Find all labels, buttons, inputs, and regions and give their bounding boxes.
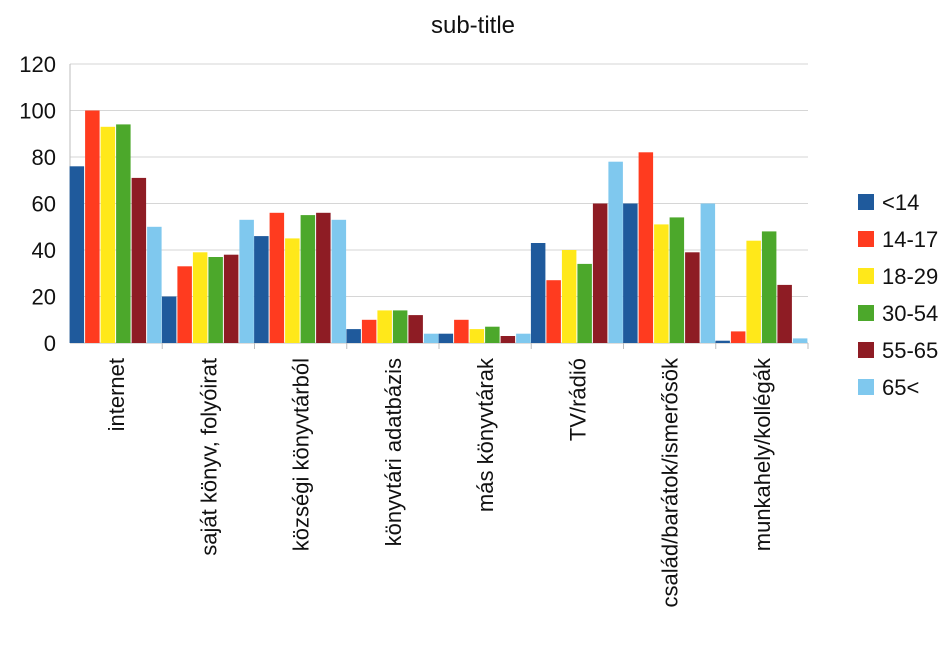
bar-1-4 (116, 124, 131, 344)
y-tick-label: 40 (32, 238, 56, 263)
chart-title: sub-title (430, 12, 516, 39)
legend-label: 14-17 (882, 227, 938, 252)
x-category-label: TV/rádió (565, 358, 590, 441)
bar-7-4 (669, 217, 685, 343)
bar-7-3 (654, 224, 669, 343)
legend-swatch (858, 194, 874, 210)
bar-2-6 (239, 219, 254, 343)
bar-5-6 (516, 333, 531, 343)
bar-5-4 (485, 326, 500, 343)
bar-7-5 (685, 252, 700, 343)
bar-1-5 (131, 177, 147, 343)
bar-1-3 (100, 126, 116, 343)
x-category-label: internet (104, 358, 129, 431)
bar-7-6 (700, 203, 716, 343)
bar-1-6 (147, 226, 162, 344)
bar-8-2 (730, 331, 746, 343)
bar-8-4 (761, 231, 777, 343)
bar-4-1 (346, 329, 361, 343)
bar-7-2 (638, 152, 654, 343)
legend-swatch (858, 342, 874, 358)
bar-3-2 (269, 212, 285, 343)
bar-2-5 (223, 254, 239, 343)
bar-6-4 (577, 263, 592, 343)
bar-4-2 (361, 319, 377, 344)
bar-5-3 (469, 329, 485, 343)
x-category-labels: internet saját könyv, folyóirat községi kö… (104, 357, 775, 607)
bar-5-2 (454, 319, 469, 344)
bar-4-4 (392, 310, 408, 343)
legend-swatch (858, 231, 874, 247)
legend-label: 18-29 (882, 264, 938, 289)
y-tick-labels: 0 20 40 60 80 100 120 (19, 52, 56, 356)
y-tick-label: 100 (19, 99, 56, 124)
legend-label: 55-65 (882, 338, 938, 363)
bar-6-6 (608, 161, 623, 343)
legend-swatch (858, 268, 874, 284)
y-tick-label: 0 (44, 331, 56, 356)
bar-3-1 (254, 236, 269, 343)
bar-2-1 (161, 296, 177, 343)
legend: <14 14-17 18-29 30-54 55-65 65< (858, 190, 938, 400)
x-category-label: más könyvtárak (473, 357, 498, 512)
y-tick-label: 80 (32, 145, 56, 170)
bar-3-6 (331, 219, 347, 343)
bar-5-1 (438, 333, 454, 343)
bar-4-5 (408, 315, 423, 343)
bar-3-3 (285, 238, 300, 343)
y-tick-label: 60 (32, 192, 56, 217)
bar-8-1 (715, 340, 730, 343)
bar-5-5 (500, 336, 516, 343)
bar-3-5 (316, 212, 331, 343)
bar-6-3 (561, 250, 577, 343)
bar-8-6 (792, 338, 808, 343)
bar-layer (69, 110, 808, 344)
x-category-label: községi könyvtárból (289, 358, 314, 551)
bar-4-6 (423, 333, 439, 343)
legend-swatch (858, 379, 874, 395)
y-tick-label: 20 (32, 285, 56, 310)
bar-6-1 (530, 243, 546, 343)
x-category-label: saját könyv, folyóirat (196, 358, 221, 556)
bar-7-1 (623, 203, 638, 343)
legend-swatch (858, 305, 874, 321)
x-category-label: könyvtári adatbázis (381, 358, 406, 546)
bar-8-3 (746, 240, 761, 343)
x-category-label: család/barátok/ismerősök (658, 357, 683, 607)
bar-2-3 (192, 252, 208, 343)
bar-1-1 (69, 166, 85, 343)
bar-6-5 (592, 203, 608, 343)
bar-4-3 (377, 310, 392, 343)
x-category-label: munkahely/kollégák (750, 357, 775, 551)
bar-8-5 (777, 284, 792, 343)
y-tick-label: 120 (19, 52, 56, 77)
legend-label: 30-54 (882, 301, 938, 326)
legend-label: 65< (882, 375, 919, 400)
bar-1-2 (85, 110, 100, 343)
bar-2-4 (208, 257, 223, 343)
legend-label: <14 (882, 190, 919, 215)
bar-3-4 (300, 215, 316, 343)
bar-6-2 (546, 280, 561, 343)
bar-2-2 (177, 266, 192, 343)
